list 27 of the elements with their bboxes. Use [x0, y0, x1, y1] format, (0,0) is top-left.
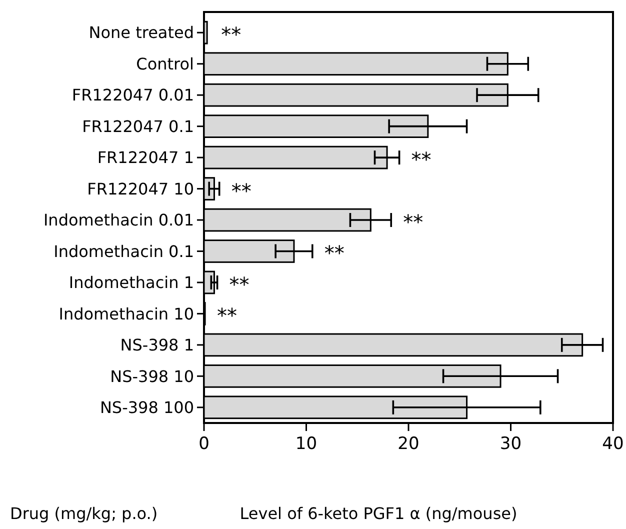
y-tick-label: NS-398 100: [100, 398, 194, 417]
y-tick-label: Indomethacin 0.1: [54, 242, 194, 261]
annotation: **: [324, 241, 344, 266]
y-tick-label: FR122047 1: [97, 148, 194, 168]
y-tick-label: Indomethacin 1: [68, 273, 194, 292]
y-tick-label: Control: [136, 54, 194, 74]
y-tick-label: FR122047 0.1: [82, 116, 194, 136]
annotation: **: [221, 22, 242, 47]
x-axis-title: Level of 6-keto PGF1 α (ng/mouse): [240, 504, 518, 523]
x-tick-label: 20: [398, 434, 420, 454]
y-axis-title: Drug (mg/kg; p.o.): [10, 504, 158, 523]
x-tick-label: 40: [602, 434, 624, 454]
y-tick-label: NS-398 10: [110, 366, 194, 386]
y-tick-label: None treated: [88, 23, 194, 42]
y-tick-label: Indomethacin 0.01: [43, 210, 194, 230]
annotation: **: [403, 210, 424, 234]
annotation: **: [217, 304, 238, 328]
x-tick-label: 0: [198, 434, 210, 454]
annotation: **: [411, 148, 432, 172]
y-tick-label: FR122047 10: [87, 179, 194, 198]
annotation: **: [229, 272, 250, 296]
annotation: **: [231, 178, 252, 203]
y-tick-label: FR122047 0.01: [72, 86, 194, 105]
y-tick-label: Indomethacin 10: [58, 304, 194, 324]
y-tick-label: NS-398 1: [120, 336, 194, 355]
x-tick-label: 10: [295, 434, 318, 454]
x-tick-label: 30: [500, 434, 522, 454]
